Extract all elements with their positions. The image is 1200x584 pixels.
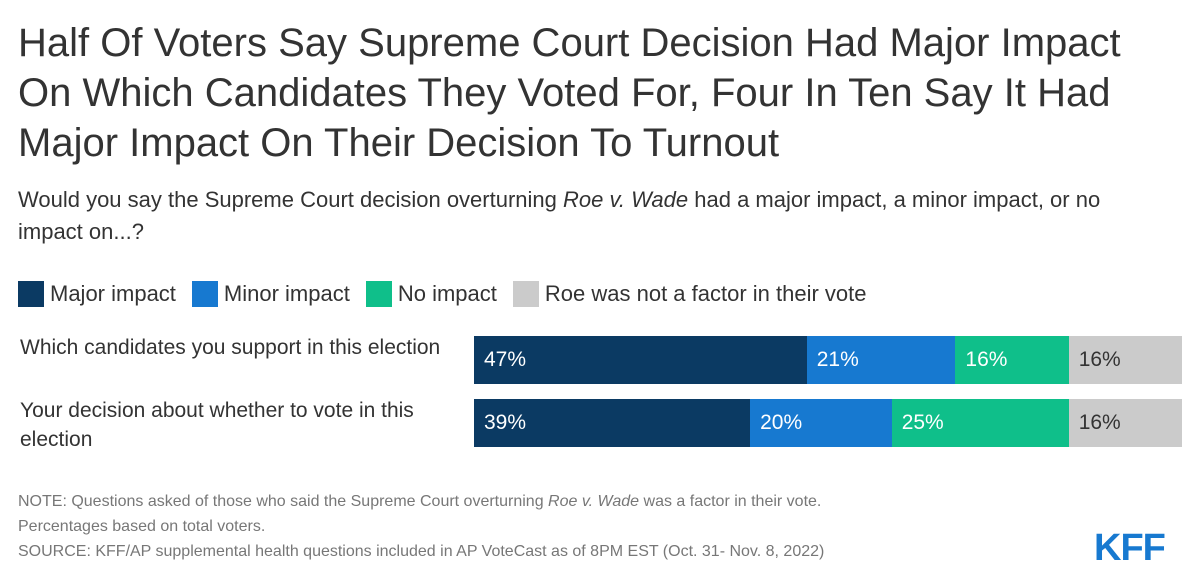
bar-segment-not-factor-row-1: 16%	[1068, 336, 1182, 384]
bar-segment-major-row-2: 39%	[474, 399, 751, 447]
bar-segment-not-factor-row-2: 16%	[1068, 399, 1182, 447]
subtitle-emphasis: Roe v. Wade	[563, 187, 689, 212]
row-label-turnout: Your decision about whether to vote in t…	[20, 399, 414, 451]
bar-segment-major-row-1: 47%	[474, 336, 807, 384]
legend-swatch-not-factor	[512, 281, 539, 307]
legend-swatch-minor	[191, 281, 218, 307]
bar-segment-minor-row-2: 20%	[750, 399, 892, 447]
data-label: 47%	[484, 348, 527, 371]
bar-segment-none-row-2: 25%	[891, 399, 1069, 447]
note-emphasis: Roe v. Wade	[548, 493, 640, 510]
legend-item-minor: Minor impact	[191, 281, 350, 307]
note-line-2: Percentages based on total voters.	[18, 518, 266, 535]
data-label: 21%	[816, 348, 859, 371]
bar-row-candidates: 47% 21% 16% 16%	[474, 336, 1182, 384]
bar-row-turnout: 39% 20% 25% 16%	[474, 399, 1182, 447]
legend-label-not-factor: Roe was not a factor in their vote	[544, 281, 867, 306]
note-suffix: was a factor in their vote.	[639, 493, 822, 510]
legend-swatch-none	[365, 281, 392, 307]
subtitle-text-after: had a major impact, a minor impact, or n…	[18, 187, 1101, 244]
source-line: SOURCE: KFF/AP supplemental health quest…	[18, 543, 825, 560]
data-label: 20%	[760, 411, 803, 434]
bar-segment-minor-row-1: 21%	[806, 336, 956, 384]
chart-subtitle: Would you say the Supreme Court decision…	[18, 184, 1138, 248]
legend-item-major: Major impact	[18, 281, 176, 307]
note-line-1: NOTE: Questions asked of those who said …	[18, 489, 1058, 514]
legend-label-minor: Minor impact	[223, 281, 350, 306]
footnote: NOTE: Questions asked of those who said …	[18, 489, 1058, 564]
kff-logo: KFF	[1094, 527, 1166, 569]
legend-item-none: No impact	[365, 281, 497, 307]
legend-label-major: Major impact	[50, 281, 176, 306]
data-label: 16%	[965, 348, 1008, 371]
subtitle-text-before: Would you say the Supreme Court decision…	[18, 187, 563, 212]
data-label: 39%	[484, 411, 527, 434]
legend-swatch-major	[18, 281, 44, 307]
legend-label-none: No impact	[397, 281, 497, 306]
data-label: 16%	[1078, 348, 1121, 371]
note-prefix: NOTE: Questions asked of those who said …	[18, 493, 549, 510]
bar-segment-none-row-1: 16%	[955, 336, 1069, 384]
data-label: 25%	[901, 411, 944, 434]
chart-title: Half Of Voters Say Supreme Court Decisio…	[18, 21, 1121, 165]
data-label: 16%	[1078, 411, 1121, 434]
legend-item-not-factor: Roe was not a factor in their vote	[512, 281, 867, 307]
legend: Major impact Minor impact No impact Roe …	[18, 279, 883, 309]
row-label-candidates: Which candidates you support in this ele…	[20, 336, 441, 359]
